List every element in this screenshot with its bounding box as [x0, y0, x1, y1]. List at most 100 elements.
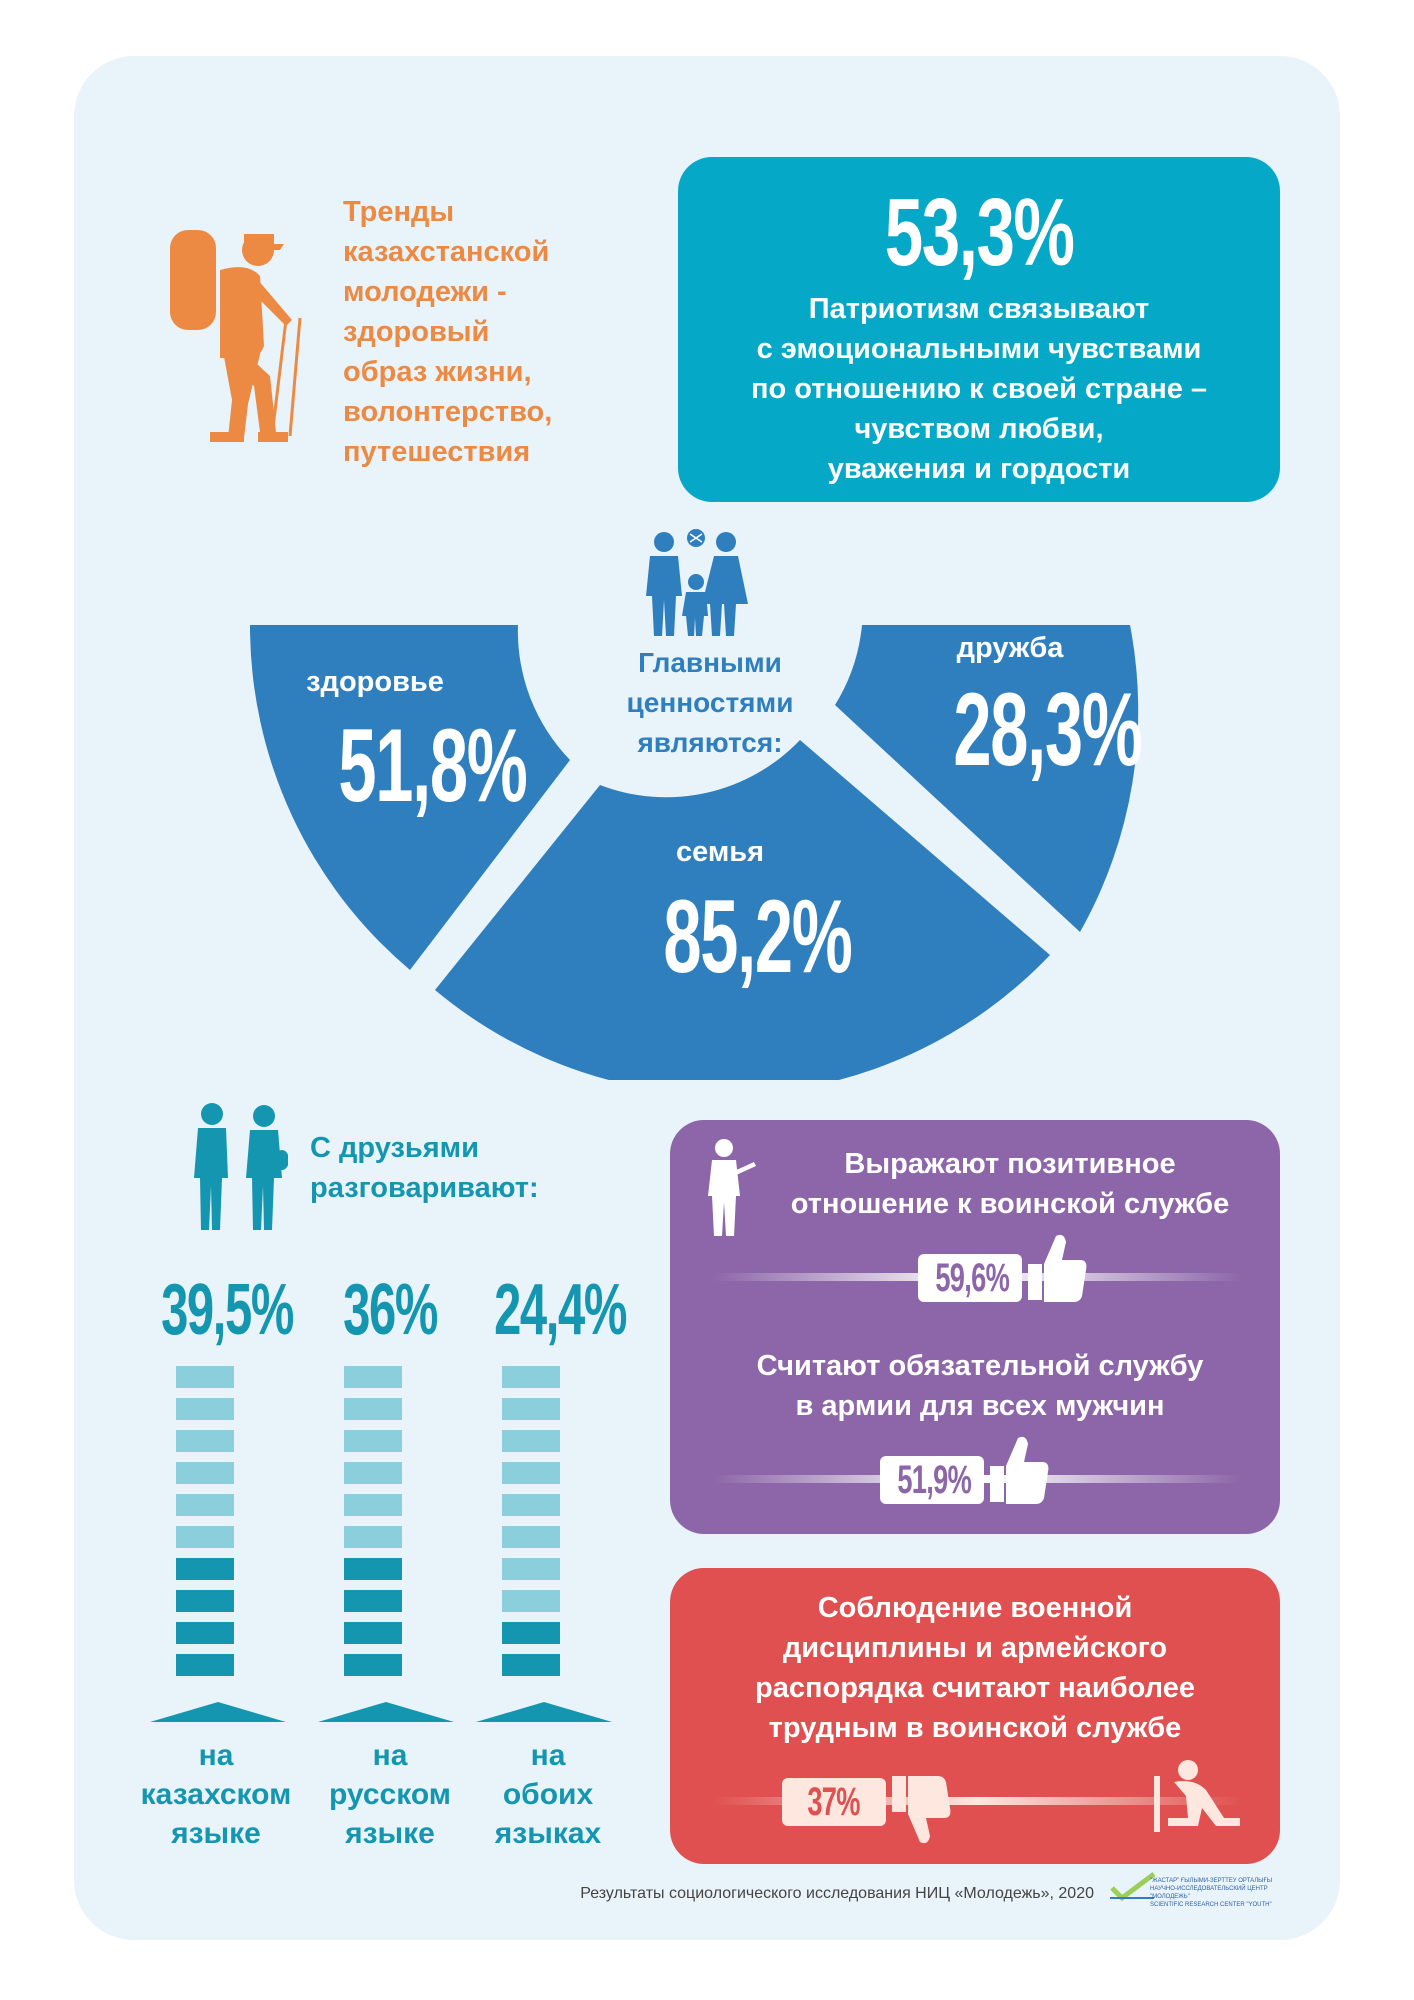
bar-block	[502, 1654, 560, 1676]
mandatory-percent-value: 51,9%	[897, 1458, 972, 1502]
health-percent-value: 51,8%	[338, 708, 527, 824]
friends-title-line: С друзьями	[310, 1132, 479, 1164]
discipline-card	[670, 1568, 1280, 1864]
bar-block	[502, 1366, 560, 1388]
bar-block	[344, 1494, 402, 1516]
bar-block	[344, 1654, 402, 1676]
kazakh-label-line: языке	[171, 1817, 261, 1850]
discipline-text: Соблюдение военной дисциплины и армейско…	[690, 1588, 1260, 1748]
russian-percent-value: 36%	[343, 1270, 438, 1350]
trend-line: Тренды	[343, 196, 455, 228]
russian-label-line: языке	[345, 1817, 435, 1850]
friendship-label: дружба	[956, 632, 1064, 664]
bar-block	[344, 1366, 402, 1388]
trend-line: здоровый	[343, 316, 490, 348]
both-label-line: обоих	[502, 1778, 594, 1811]
russian-label: на русском языке	[295, 1736, 485, 1853]
positive-line: отношение к воинской службе	[790, 1188, 1230, 1220]
friends-title: С друзьями разговаривают:	[310, 1128, 610, 1208]
health-percent: 51,8%	[290, 714, 527, 818]
patriotism-line: с эмоциональными чувствами	[756, 333, 1202, 365]
bar-block	[502, 1526, 560, 1548]
logo-text: "ЖАСТАР" ҒЫЛЫМИ-ЗЕРТТЕУ ОРТАЛЫҒЫ НАУЧНО-…	[1150, 1877, 1280, 1909]
russian-label-line: на	[372, 1739, 408, 1772]
patriotism-line: Патриотизм связывают	[808, 293, 1150, 325]
russian-bar-stack	[344, 1366, 402, 1676]
friends-title-line: разговаривают:	[310, 1172, 539, 1204]
health-segment	[249, 625, 570, 970]
discipline-track	[712, 1797, 1242, 1805]
logo-text-line: SCIENTIFIC RESEARCH CENTER "YOUTH"	[1150, 1902, 1272, 1908]
kazakh-label-line: казахском	[140, 1778, 292, 1811]
friendship-segment	[835, 625, 1139, 932]
kazakh-bar-stack	[176, 1366, 234, 1676]
bar-block	[502, 1462, 560, 1484]
discipline-percent: 37%	[782, 1778, 886, 1826]
patriotism-line: по отношению к своей стране –	[750, 373, 1208, 405]
bar-block	[344, 1622, 402, 1644]
positive-text: Выражают позитивное отношение к воинской…	[740, 1144, 1280, 1224]
friends-icon	[194, 1103, 288, 1230]
logo-text-line: НАУЧНО-ИССЛЕДОВАТЕЛЬСКИЙ ЦЕНТР "МОЛОДЕЖЬ…	[1150, 1886, 1268, 1900]
values-center-line: являются:	[637, 727, 783, 758]
bar-block	[344, 1398, 402, 1420]
values-center-line: ценностями	[626, 687, 794, 718]
mandatory-text: Считают обязательной службу в армии для …	[700, 1346, 1260, 1426]
bar-block	[502, 1398, 560, 1420]
positive-percent: 59,6%	[918, 1254, 1022, 1302]
russian-percent: 36%	[305, 1274, 475, 1346]
both-base	[476, 1702, 612, 1722]
kazakh-label-line: на	[198, 1739, 234, 1772]
family-segment	[435, 740, 1050, 1080]
discipline-line: распорядка считают наиболее	[755, 1672, 1195, 1704]
mandatory-percent: 51,9%	[880, 1456, 984, 1504]
kazakh-percent: 39,5%	[130, 1274, 300, 1346]
both-label: на обоих языках	[453, 1736, 643, 1853]
trend-line: молодежи -	[343, 276, 507, 308]
kazakh-base	[150, 1702, 286, 1722]
language-bars	[150, 1366, 612, 1722]
patriotism-card: 53,3% Патриотизм связывают с эмоциональн…	[678, 157, 1280, 502]
discipline-percent-value: 37%	[807, 1780, 861, 1824]
bar-block	[344, 1526, 402, 1548]
trend-line: образ жизни,	[343, 356, 532, 388]
discipline-line: трудным в воинской службе	[768, 1712, 1182, 1744]
russian-label-line: русском	[329, 1778, 451, 1811]
positive-line: Выражают позитивное	[844, 1148, 1176, 1180]
logo-icon	[1110, 1872, 1156, 1902]
patriotism-percent: 53,3%	[884, 179, 1075, 286]
bar-block	[176, 1398, 234, 1420]
trend-line: волонтерство,	[343, 396, 553, 428]
patriotism-line: уважения и гордости	[827, 453, 1131, 485]
hiker-icon	[170, 230, 302, 442]
trends-text: Тренды казахстанской молодежи - здоровый…	[343, 192, 643, 472]
kneeling-soldier-icon	[1154, 1760, 1240, 1832]
bar-block	[176, 1590, 234, 1612]
bar-block	[176, 1622, 234, 1644]
bar-block	[176, 1558, 234, 1580]
values-center-line: Главными	[638, 647, 782, 678]
positive-percent-value: 59,6%	[935, 1256, 1010, 1300]
thumbs-down-icon	[892, 1776, 951, 1844]
bar-block	[176, 1462, 234, 1484]
values-chart	[249, 625, 1139, 1080]
family-percent: 85,2%	[615, 885, 852, 989]
logo-text-line: "ЖАСТАР" ҒЫЛЫМИ-ЗЕРТТЕУ ОРТАЛЫҒЫ	[1150, 1878, 1273, 1884]
bar-block	[344, 1590, 402, 1612]
bar-block	[176, 1654, 234, 1676]
both-percent: 24,4%	[463, 1274, 633, 1346]
thumbs-up-icon	[1028, 1234, 1087, 1302]
friendship-percent: 28,3%	[905, 678, 1142, 782]
values-center-text: Главными ценностями являются:	[590, 643, 830, 763]
thumbs-up-icon	[990, 1436, 1049, 1504]
health-label: здоровье	[306, 666, 444, 698]
soldier-icon	[708, 1139, 756, 1236]
family-label: семья	[675, 836, 765, 868]
mandatory-line: Считают обязательной службу	[756, 1350, 1204, 1382]
friendship-percent-value: 28,3%	[953, 672, 1142, 788]
both-percent-value: 24,4%	[494, 1270, 627, 1350]
russian-base	[318, 1702, 454, 1722]
bar-block	[344, 1462, 402, 1484]
patriotism-line: чувством любви,	[854, 413, 1104, 445]
trend-line: путешествия	[343, 436, 531, 468]
